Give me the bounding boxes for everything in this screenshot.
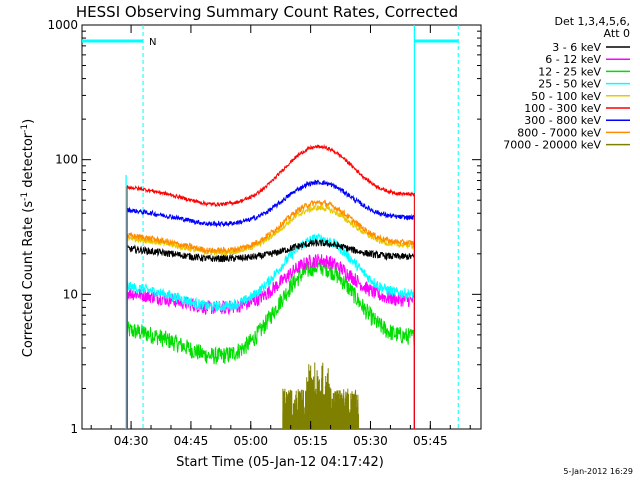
x-axis-label: Start Time (05-Jan-12 04:17:42) [176, 455, 384, 470]
saa-label: N [149, 37, 156, 48]
legend-entry: 12 - 25 keV [538, 65, 630, 78]
x-axis: 04:30 04:45 05:00 05:15 05:30 05:45 [90, 25, 471, 448]
plot-frame [81, 24, 482, 430]
series-line-100to300keV [126, 143, 415, 429]
legend-entry: 800 - 7000 keV [517, 126, 630, 139]
chart-title: HESSI Observing Summary Count Rates, Cor… [76, 3, 458, 21]
series-line-300to800keV [126, 179, 415, 429]
legend-entry: 6 - 12 keV [545, 53, 630, 66]
legend-label: 300 - 800 keV [524, 114, 601, 127]
legend-entry: 300 - 800 keV [524, 114, 630, 127]
legend-header-1: Det 1,3,4,5,6, [554, 15, 630, 28]
legend-entry: 3 - 6 keV [552, 41, 630, 54]
y-tick-label: 100 [55, 153, 78, 167]
legend-entry: 25 - 50 keV [538, 78, 630, 91]
y-tick-label: 1 [70, 422, 78, 436]
x-tick-label: 05:15 [293, 434, 328, 448]
legend-label: 6 - 12 keV [545, 53, 601, 66]
timestamp: 5-Jan-2012 16:29 [563, 467, 633, 476]
legend-label: 800 - 7000 keV [517, 126, 601, 139]
legend-entry: 50 - 100 keV [531, 90, 630, 103]
y-axis: 1 10 100 1000 [47, 18, 481, 436]
legend-header-2: Att 0 [604, 27, 630, 40]
series-line-3to6keV [126, 237, 415, 429]
legend-label: 100 - 300 keV [524, 102, 601, 115]
legend-label: 7000 - 20000 keV [503, 139, 601, 152]
x-tick-label: 05:45 [413, 434, 448, 448]
legend-label: 50 - 100 keV [531, 90, 601, 103]
series-line-7000to20000keV [282, 362, 359, 429]
series-line-12to25keV [126, 259, 415, 429]
x-tick-label: 04:45 [174, 434, 209, 448]
x-tick-label: 05:30 [353, 434, 388, 448]
y-axis-label: Corrected Count Rate (s-1 detector-1) [20, 119, 36, 357]
x-tick-label: 05:00 [233, 434, 268, 448]
legend-entry: 100 - 300 keV [524, 102, 630, 115]
legend-label: 3 - 6 keV [552, 41, 601, 54]
series-line-25to50keV [126, 233, 415, 429]
plot-area: N [81, 24, 482, 430]
legend-label: 25 - 50 keV [538, 78, 601, 91]
series-line-6to12keV [126, 253, 415, 429]
y-tick-label: 1000 [47, 18, 78, 32]
legend-label: 12 - 25 keV [538, 65, 601, 78]
y-tick-label: 10 [63, 287, 78, 301]
x-tick-label: 04:30 [114, 434, 149, 448]
series-line-800to7000keV [126, 199, 415, 429]
legend-entry: 7000 - 20000 keV [503, 139, 630, 152]
